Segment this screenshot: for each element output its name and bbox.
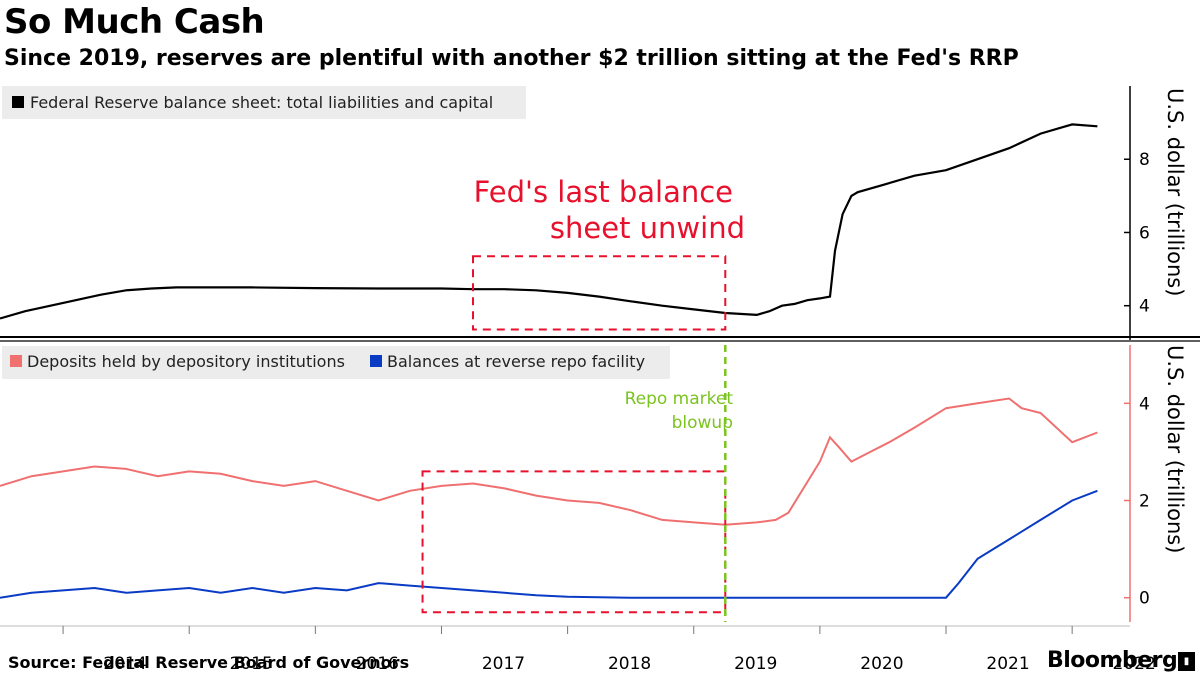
- x-tick-label-2020: 2020: [860, 654, 903, 674]
- upper-y-ticks: 4 6 8: [1124, 150, 1150, 317]
- lower-legend-background: [2, 346, 670, 379]
- upper-legend-background: [2, 86, 526, 119]
- bloomberg-logo: Bloomberg: [1047, 648, 1178, 673]
- lower-y-ticks: 0 2 4: [1124, 394, 1150, 609]
- repo-annotation-line-1: Repo market: [625, 389, 734, 409]
- balance-sheet-series-line: [0, 123, 1098, 320]
- rrp-series-line: [0, 489, 1098, 599]
- deposits-series-line: [0, 397, 1098, 526]
- unwind-annotation-line-2: sheet unwind: [550, 211, 745, 245]
- lower-panel: Deposits held by depository institutions…: [0, 345, 1187, 622]
- chart-title: So Much Cash: [4, 2, 265, 42]
- x-tick-label-2022: 2022: [1113, 654, 1156, 674]
- upper-panel: Federal Reserve balance sheet: total lia…: [0, 86, 1187, 340]
- x-tick-label-2014: 2014: [103, 654, 146, 674]
- upper-y-tick-label-4: 4: [1139, 297, 1150, 317]
- lower-unwind-annotation-box: [421, 470, 727, 614]
- lower-y-axis-label: U.S. dollar (trillions): [1163, 345, 1187, 553]
- repo-annotation-line-2: blowup: [672, 413, 733, 433]
- lower-y-tick-label-0: 0: [1139, 589, 1150, 609]
- x-tick-label-2018: 2018: [608, 654, 651, 674]
- x-tick-label-2015: 2015: [230, 654, 273, 674]
- x-tick-label-2016: 2016: [356, 654, 399, 674]
- x-tick-label-2017: 2017: [482, 654, 525, 674]
- upper-y-axis-label: U.S. dollar (trillions): [1163, 88, 1187, 296]
- x-tick-label-2021: 2021: [986, 654, 1029, 674]
- unwind-annotation-line-1: Fed's last balance: [474, 175, 733, 209]
- x-axis: 2014 2015 2016 2017 2018 2019 2020 2021 2022: [0, 625, 1156, 674]
- deposits-legend-label: Deposits held by depository institutions: [27, 352, 345, 371]
- balance-sheet-legend-swatch: [12, 96, 24, 108]
- last-unwind-annotation-box: [472, 255, 727, 331]
- bloomberg-terminal-icon: ▮: [1178, 652, 1195, 671]
- x-tick-label-2019: 2019: [734, 654, 777, 674]
- source-note: Source: Federal Reserve Board of Governo…: [8, 653, 410, 672]
- lower-y-tick-label-2: 2: [1139, 492, 1150, 512]
- upper-y-tick-label-8: 8: [1139, 150, 1150, 170]
- lower-y-tick-label-4: 4: [1139, 394, 1150, 414]
- rrp-legend-swatch: [370, 355, 382, 367]
- balance-sheet-legend-label: Federal Reserve balance sheet: total lia…: [30, 93, 493, 112]
- chart-subtitle: Since 2019, reserves are plentiful with …: [4, 46, 1019, 71]
- upper-y-tick-label-6: 6: [1139, 223, 1150, 243]
- rrp-legend-label: Balances at reverse repo facility: [387, 352, 645, 371]
- deposits-legend-swatch: [10, 355, 22, 367]
